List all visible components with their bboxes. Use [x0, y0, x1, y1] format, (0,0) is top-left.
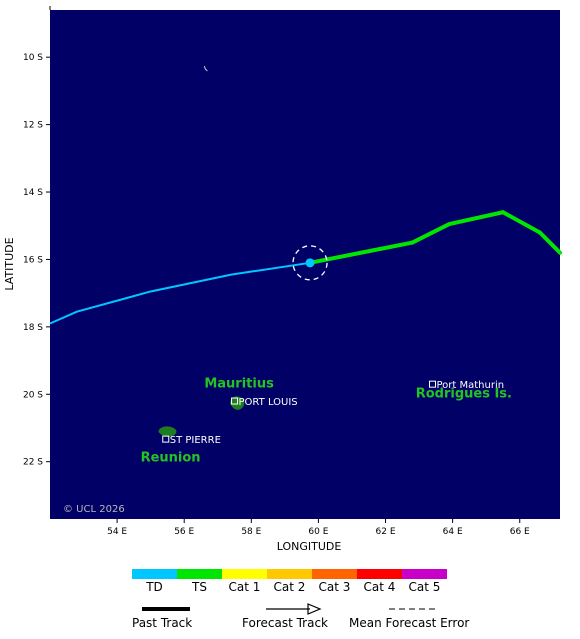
city-marker: [429, 380, 436, 388]
legend-category-label: Cat 1: [228, 580, 261, 594]
legend-color-swatch: [177, 569, 222, 579]
x-tick-label: 56 E: [174, 527, 194, 537]
legend-color-swatch: [132, 569, 177, 579]
island-label: Reunion: [141, 451, 201, 466]
y-tick-label: 22 S: [23, 458, 43, 468]
reunion-island: [158, 426, 177, 437]
small-islet: [203, 65, 208, 72]
island-label: Mauritius: [204, 377, 274, 392]
y-axis-title: LATITUDE: [3, 237, 16, 290]
city-label: ST PIERRE: [170, 435, 221, 446]
x-tick-label: 60 E: [308, 527, 328, 537]
mean-forecast-error-circle: [292, 245, 328, 281]
forecast-arrow-icon: [266, 603, 322, 615]
legend-category-label: TD: [146, 580, 163, 594]
legend-category-label: Cat 5: [408, 580, 441, 594]
forecast-track-segment: [500, 210, 542, 235]
storm-position-marker: [305, 258, 315, 268]
y-tick-label: 12 S: [23, 121, 43, 131]
track-layer: [49, 210, 562, 325]
forecast-track-segment: [537, 230, 562, 255]
past-track-line: [49, 261, 311, 325]
y-tick-label: 10 S: [23, 53, 43, 63]
legend-category-label: TS: [192, 580, 207, 594]
legend-color-swatch: [312, 569, 357, 579]
legend-color-swatch: [357, 569, 402, 579]
city-marker: [231, 397, 239, 405]
forecast-track-segment: [447, 210, 505, 227]
legend-category-label: Cat 2: [273, 580, 306, 594]
y-tick-label: 18 S: [23, 323, 43, 333]
copyright-label: © UCL 2026: [63, 504, 125, 515]
past-track-line-icon: [142, 607, 190, 611]
legend-color-swatch: [402, 569, 447, 579]
storm-track-map: 54 E 56 E 58 E 60 E 62 E 64 E 66 E 10 S 12 S 14 S…: [3, 6, 562, 553]
axis-ticks: 54 E 56 E 58 E 60 E 62 E 64 E 66 E 10 S 12 S 14 S…: [23, 6, 530, 537]
x-axis-title: LONGITUDE: [277, 540, 342, 553]
x-tick-label: 62 E: [376, 527, 396, 537]
city-label: Port Mathurin: [437, 380, 505, 391]
places-layer: PORT LOUIS ST PIERRE Port Mathurin Mauritiu…: [141, 377, 512, 466]
y-tick-label: 16 S: [23, 255, 43, 265]
x-tick-label: 58 E: [241, 527, 261, 537]
forecast-track-label: Forecast Track: [242, 616, 328, 630]
y-tick-label: 14 S: [23, 188, 43, 198]
mean-error-label: Mean Forecast Error: [349, 616, 470, 630]
island-label: Rodrigues Is.: [416, 387, 512, 402]
dashed-line-icon: [389, 608, 437, 610]
legend-category-label: Cat 4: [363, 580, 396, 594]
y-tick-label: 20 S: [23, 390, 43, 400]
x-tick-label: 64 E: [443, 527, 463, 537]
category-color-bar: [132, 569, 447, 579]
legend-category-label: Cat 3: [318, 580, 351, 594]
x-tick-label: 66 E: [510, 527, 530, 537]
x-tick-label: 54 E: [107, 527, 127, 537]
past-track-label: Past Track: [132, 616, 193, 630]
forecast-track-segment: [410, 222, 452, 245]
city-marker: [162, 435, 170, 443]
category-labels: TD TS Cat 1 Cat 2 Cat 3 Cat 4 Cat 5: [132, 580, 447, 594]
legend-color-swatch: [222, 569, 267, 579]
legend-color-swatch: [267, 569, 312, 579]
city-label: PORT LOUIS: [239, 397, 298, 408]
